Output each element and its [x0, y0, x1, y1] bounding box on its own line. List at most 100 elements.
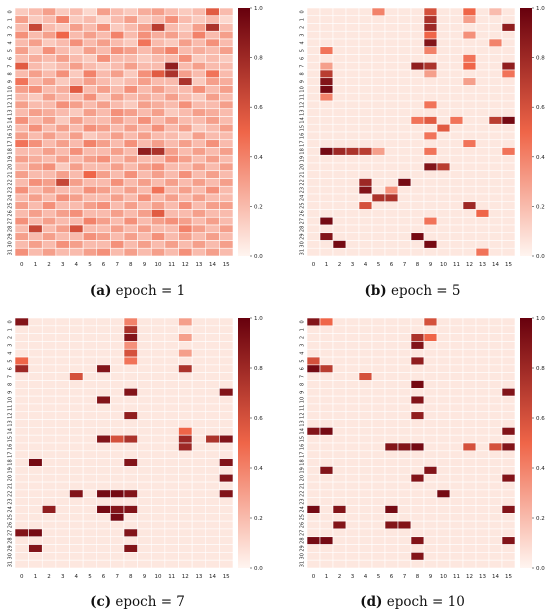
- heatmap-cell: [96, 450, 111, 459]
- heatmap-cell: [462, 513, 477, 522]
- heatmap-cell: [306, 528, 321, 538]
- heatmap-cell: [82, 216, 98, 226]
- heatmap-cell: [110, 123, 125, 133]
- heatmap-cell: [137, 85, 152, 94]
- heatmap-cell: [410, 23, 425, 32]
- heatmap-cell: [28, 403, 43, 413]
- heatmap-cell: [475, 520, 490, 530]
- heatmap-cell: [501, 38, 516, 48]
- colorbar-tick-label: 1.0: [254, 316, 263, 322]
- heatmap-cell: [14, 411, 29, 420]
- heatmap-cell: [123, 216, 138, 226]
- heatmap-cell: [306, 38, 321, 48]
- heatmap-cell: [345, 247, 360, 257]
- heatmap-cell: [397, 69, 412, 79]
- heatmap-cell: [96, 544, 111, 553]
- heatmap-cell: [358, 7, 373, 17]
- heatmap-cell: [123, 54, 138, 63]
- heatmap-cell: [110, 224, 125, 234]
- y-tick-label: 25: [300, 514, 306, 520]
- heatmap-cell: [150, 193, 166, 203]
- heatmap-cell: [449, 154, 464, 164]
- heatmap-cell: [137, 69, 152, 79]
- heatmap-cell: [55, 380, 70, 389]
- heatmap-cell: [475, 162, 490, 172]
- heatmap-cell: [137, 131, 152, 141]
- heatmap-cell: [178, 544, 193, 553]
- heatmap-cell: [462, 528, 477, 538]
- heatmap-cell: [475, 209, 490, 218]
- heatmap-cell: [14, 450, 29, 459]
- heatmap-cell: [150, 216, 166, 226]
- heatmap-cell: [96, 552, 111, 561]
- heatmap-cell: [69, 131, 84, 141]
- heatmap-cell: [384, 513, 399, 522]
- heatmap-cell: [123, 411, 138, 420]
- heatmap-cell: [488, 30, 503, 40]
- heatmap-cell: [82, 536, 98, 545]
- heatmap-cell: [82, 497, 98, 506]
- heatmap-cell: [501, 395, 516, 405]
- colorbar-tick-label: 1.0: [536, 316, 545, 322]
- heatmap-cell: [205, 450, 220, 459]
- heatmap-cell: [384, 411, 399, 420]
- heatmap-cell: [55, 170, 70, 179]
- y-tick-label: 23: [8, 187, 14, 193]
- heatmap-cell: [488, 240, 503, 249]
- heatmap-cell: [449, 38, 464, 48]
- heatmap-cell: [462, 442, 477, 452]
- heatmap-cell: [397, 427, 412, 436]
- y-tick-label: 1: [300, 328, 306, 331]
- heatmap-cell: [475, 348, 490, 358]
- heatmap-panel-c: 0 1 2 3 4 5 6 7 8 9 10 11 12 13 14 15012345678910111213…: [8, 316, 264, 580]
- heatmap-cell: [436, 442, 451, 452]
- heatmap-cell: [205, 513, 220, 522]
- heatmap-cell: [332, 170, 347, 179]
- heatmap-cell: [319, 30, 334, 40]
- heatmap-cell: [82, 356, 98, 366]
- heatmap-cell: [332, 209, 347, 218]
- heatmap-cell: [123, 69, 138, 79]
- heatmap-cell: [306, 30, 321, 40]
- heatmap-cell: [110, 100, 125, 110]
- heatmap-cell: [501, 170, 516, 179]
- heatmap-cell: [205, 559, 220, 569]
- heatmap-cell: [410, 178, 425, 187]
- colorbar-tick-label: 0.0: [254, 254, 263, 260]
- heatmap-cell: [332, 15, 347, 24]
- heatmap-cell: [69, 209, 84, 218]
- heatmap-cell: [69, 544, 84, 553]
- heatmap-cell: [14, 380, 29, 389]
- heatmap-cell: [319, 123, 334, 133]
- y-tick-label: 3: [300, 34, 306, 37]
- heatmap-cell: [150, 427, 166, 436]
- heatmap-cell: [358, 147, 373, 156]
- heatmap-cell: [164, 131, 179, 141]
- heatmap-cell: [137, 224, 152, 234]
- heatmap-cell: [475, 419, 490, 428]
- heatmap-cell: [82, 544, 98, 553]
- heatmap-cell: [475, 23, 490, 32]
- heatmap-cell: [28, 54, 43, 63]
- heatmap-cell: [219, 139, 234, 148]
- heatmap-cell: [371, 434, 386, 444]
- heatmap-cell: [150, 380, 166, 389]
- heatmap-cell: [462, 131, 477, 141]
- heatmap-cell: [14, 442, 29, 452]
- heatmap-cell: [150, 85, 166, 94]
- heatmap-cell: [384, 240, 399, 249]
- heatmap-cell: [358, 505, 373, 514]
- heatmap-cell: [488, 481, 503, 491]
- heatmap-cell: [41, 395, 57, 405]
- heatmap-cell: [123, 92, 138, 102]
- heatmap-cell: [449, 348, 464, 358]
- heatmap-cell: [82, 559, 98, 569]
- heatmap-cell: [41, 123, 57, 133]
- heatmap-cell: [219, 170, 234, 179]
- heatmap-cell: [410, 209, 425, 218]
- heatmap-cell: [150, 442, 166, 452]
- heatmap-cell: [306, 224, 321, 234]
- heatmap-cell: [436, 139, 451, 148]
- heatmap-cell: [191, 466, 207, 475]
- heatmap-cell: [69, 178, 84, 187]
